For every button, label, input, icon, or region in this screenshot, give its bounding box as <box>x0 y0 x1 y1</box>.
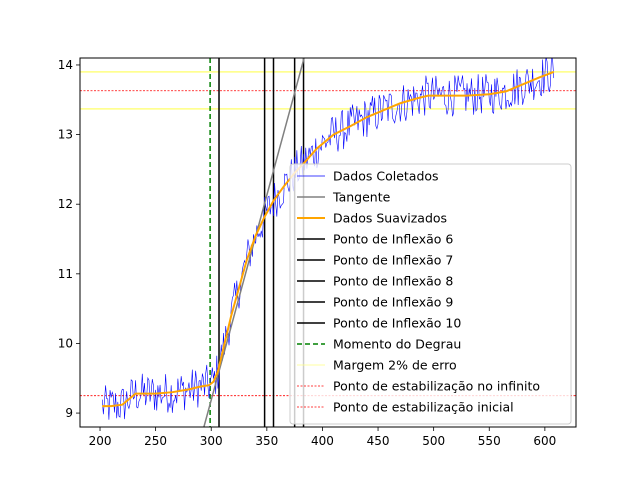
y-tick-label: 14 <box>58 58 73 72</box>
x-tick-label: 400 <box>311 434 334 448</box>
legend-label: Ponto de Inflexão 9 <box>333 295 453 310</box>
plot-frame <box>79 57 577 428</box>
x-tick-label: 550 <box>478 434 501 448</box>
y-tick-label: 11 <box>58 267 73 281</box>
legend-label: Ponto de Inflexão 7 <box>333 253 453 268</box>
legend-label: Margem 2% de erro <box>333 358 457 373</box>
x-tick-label: 450 <box>367 434 390 448</box>
y-tick-label: 13 <box>58 128 73 142</box>
x-tick-label: 200 <box>89 434 112 448</box>
legend-label: Ponto de Inflexão 10 <box>333 316 461 331</box>
legend-label: Dados Coletados <box>333 169 439 184</box>
y-tick-label: 9 <box>65 406 73 420</box>
legend-label: Tangente <box>332 190 391 205</box>
legend-label: Ponto de estabilização inicial <box>333 400 514 415</box>
series-raw-data <box>101 58 555 420</box>
legend-label: Ponto de Inflexão 6 <box>333 232 453 247</box>
legend-label: Ponto de Inflexão 8 <box>333 274 453 289</box>
x-tick-label: 600 <box>533 434 556 448</box>
x-tick-label: 350 <box>255 434 278 448</box>
series-group <box>101 58 555 427</box>
x-tick-label: 300 <box>200 434 223 448</box>
series-smoothed-data <box>102 70 555 408</box>
legend-label: Dados Suavizados <box>333 211 447 226</box>
legend-label: Ponto de estabilização no infinito <box>333 379 540 394</box>
y-axis: 9 10 11 12 13 14 <box>58 58 80 420</box>
legend-label: Momento do Degrau <box>333 337 461 352</box>
legend: Dados Coletados Tangente Dados Suavizados P… <box>289 163 572 425</box>
x-axis: 200 250 300 350 400 450 500 550 600 <box>89 427 556 448</box>
x-tick-label: 500 <box>422 434 445 448</box>
y-tick-label: 10 <box>58 336 73 350</box>
legend-box <box>289 163 572 425</box>
y-tick-label: 12 <box>58 197 73 211</box>
x-tick-label: 250 <box>144 434 167 448</box>
